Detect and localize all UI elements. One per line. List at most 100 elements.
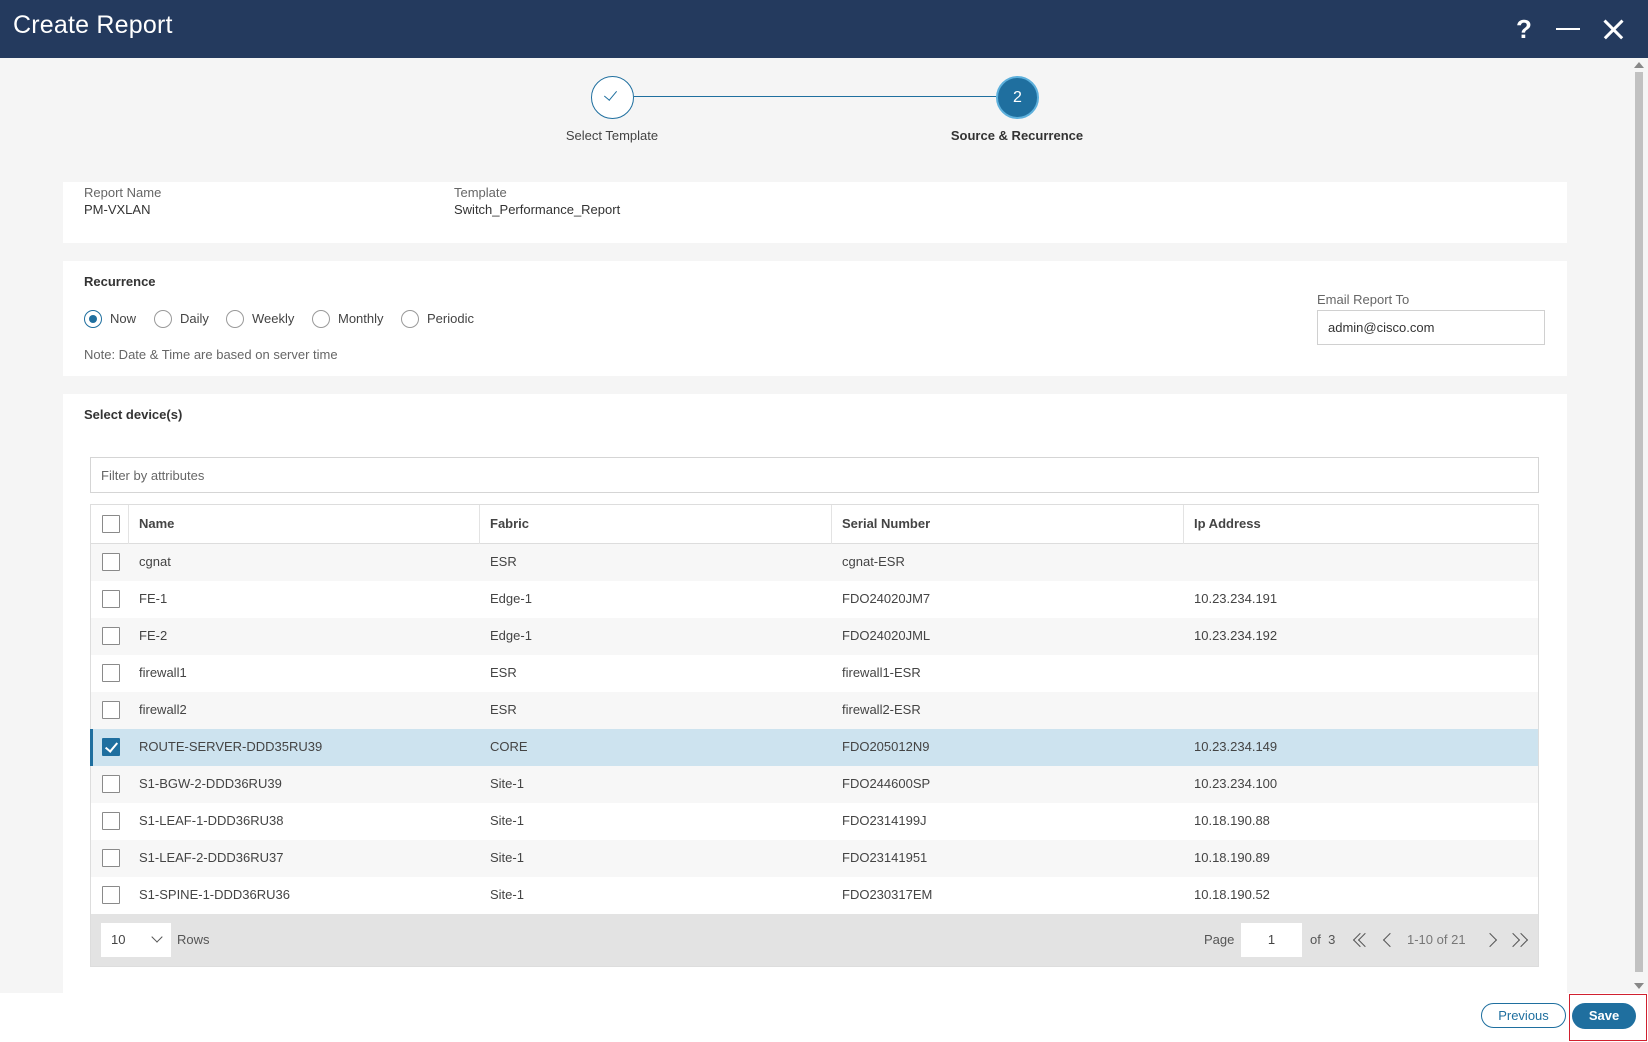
cell-fabric: Edge-1 xyxy=(490,628,532,643)
table-row[interactable]: firewall2 ESR firewall2-ESR xyxy=(91,692,1538,729)
row-checkbox[interactable] xyxy=(102,849,120,867)
row-checkbox[interactable] xyxy=(102,886,120,904)
table-row[interactable]: S1-SPINE-1-DDD36RU36 Site-1 FDO230317EM 10.… xyxy=(91,877,1538,914)
minimize-icon[interactable] xyxy=(1553,14,1583,44)
cell-serial: firewall1-ESR xyxy=(842,665,921,680)
column-header-name[interactable]: Name xyxy=(129,505,480,544)
radio-circle[interactable] xyxy=(154,310,172,328)
cell-ip: 10.18.190.52 xyxy=(1194,887,1270,902)
cell-name: ROUTE-SERVER-DDD35RU39 xyxy=(139,739,323,754)
table-row[interactable]: ROUTE-SERVER-DDD35RU39 CORE FDO205012N9 10.… xyxy=(90,729,1538,766)
table-row[interactable]: firewall1 ESR firewall1-ESR xyxy=(91,655,1538,692)
radio-circle[interactable] xyxy=(226,310,244,328)
title-bar: Create Report ? xyxy=(0,0,1648,58)
pagination-bar: 10 Rows Page 1 of 3 1-10 of 21 xyxy=(91,914,1538,966)
cell-fabric: Site-1 xyxy=(490,813,524,828)
column-header-fabric[interactable]: Fabric xyxy=(480,505,832,544)
dialog-footer: Previous Save xyxy=(0,993,1648,1042)
column-header-serial[interactable]: Serial Number xyxy=(832,505,1184,544)
report-info-panel: Report Name PM-VXLAN Template Switch_Per… xyxy=(63,182,1567,243)
row-checkbox[interactable] xyxy=(102,775,120,793)
email-field[interactable] xyxy=(1317,310,1545,345)
row-checkbox[interactable] xyxy=(102,590,120,608)
of-label: of xyxy=(1310,932,1321,947)
page-label: Page xyxy=(1204,932,1235,947)
table-header: Name Fabric Serial Number Ip Address xyxy=(91,505,1538,544)
table-row[interactable]: cgnat ESR cgnat-ESR xyxy=(91,544,1538,581)
radio-circle[interactable] xyxy=(401,310,419,328)
row-checkbox[interactable] xyxy=(102,627,120,645)
cell-ip: 10.23.234.100 xyxy=(1194,776,1278,791)
chevron-down-icon xyxy=(151,931,163,943)
dialog-title: Create Report xyxy=(13,11,173,39)
cell-name: S1-BGW-2-DDD36RU39 xyxy=(139,776,282,791)
cell-name: FE-2 xyxy=(139,628,168,643)
cell-name: S1-LEAF-1-DDD36RU38 xyxy=(139,813,284,828)
row-select-cell xyxy=(91,729,129,766)
radio-circle[interactable] xyxy=(312,310,330,328)
devices-panel: Select device(s) Name Fabric Serial Numb… xyxy=(63,394,1567,993)
cell-serial: FDO2314199J xyxy=(842,813,927,828)
cell-serial: firewall2-ESR xyxy=(842,702,921,717)
table-row[interactable]: S1-BGW-2-DDD36RU39 Site-1 FDO244600SP 10.23… xyxy=(91,766,1538,803)
recurrence-title: Recurrence xyxy=(84,274,156,289)
cell-ip: 10.23.234.149 xyxy=(1194,739,1278,754)
next-page-button[interactable] xyxy=(1482,930,1503,950)
step-1-indicator[interactable] xyxy=(591,76,634,119)
radio-circle[interactable] xyxy=(84,310,102,328)
stepper-connector xyxy=(634,96,996,97)
row-checkbox[interactable] xyxy=(102,664,120,682)
cell-ip: 10.23.234.192 xyxy=(1194,628,1278,643)
table-row[interactable]: S1-LEAF-2-DDD36RU37 Site-1 FDO23141951 10.1… xyxy=(91,840,1538,877)
row-select-cell xyxy=(91,692,129,729)
first-page-button[interactable] xyxy=(1349,930,1373,950)
last-page-button[interactable] xyxy=(1505,930,1531,950)
close-icon[interactable] xyxy=(1598,14,1628,44)
scroll-down-arrow-icon[interactable] xyxy=(1634,983,1644,989)
radio-label: Monthly xyxy=(338,311,384,326)
table-row[interactable]: FE-2 Edge-1 FDO24020JML 10.23.234.192 xyxy=(91,618,1538,655)
cell-ip xyxy=(1184,692,1539,729)
select-all-checkbox[interactable] xyxy=(102,515,120,533)
devices-table: Name Fabric Serial Number Ip Address cgn… xyxy=(90,504,1539,967)
server-time-note: Note: Date & Time are based on server ti… xyxy=(84,347,338,362)
save-button[interactable]: Save xyxy=(1572,1003,1636,1029)
radio-label: Now xyxy=(110,311,137,326)
cell-serial: FDO244600SP xyxy=(842,776,931,791)
row-select-cell xyxy=(91,544,129,581)
rows-per-page-value: 10 xyxy=(111,932,126,947)
cell-serial: FDO24020JM7 xyxy=(842,591,931,606)
rows-label: Rows xyxy=(177,932,210,947)
page-number-input[interactable]: 1 xyxy=(1241,923,1302,957)
scrollbar-thumb[interactable] xyxy=(1635,72,1643,972)
table-row[interactable]: S1-LEAF-1-DDD36RU38 Site-1 FDO2314199J 10.1… xyxy=(91,803,1538,840)
chevron-right-icon xyxy=(1482,932,1498,948)
row-select-cell xyxy=(91,766,129,803)
select-all-cell xyxy=(91,505,129,544)
previous-page-button[interactable] xyxy=(1379,930,1399,950)
cell-ip xyxy=(1184,544,1539,581)
filter-input[interactable] xyxy=(90,457,1539,493)
cell-fabric: Edge-1 xyxy=(490,591,532,606)
rows-per-page-select[interactable]: 10 xyxy=(101,923,171,957)
row-checkbox[interactable] xyxy=(102,812,120,830)
row-select-cell xyxy=(91,655,129,692)
cell-name: cgnat xyxy=(139,554,171,569)
cell-fabric: ESR xyxy=(490,554,517,569)
table-row[interactable]: FE-1 Edge-1 FDO24020JM7 10.23.234.191 xyxy=(91,581,1538,618)
row-select-cell xyxy=(91,877,129,914)
cell-name: S1-SPINE-1-DDD36RU36 xyxy=(139,887,290,902)
previous-button[interactable]: Previous xyxy=(1481,1003,1566,1028)
checkmark-icon xyxy=(603,87,618,101)
help-icon[interactable]: ? xyxy=(1516,14,1532,44)
cell-name: firewall1 xyxy=(139,665,187,680)
scroll-up-arrow-icon[interactable] xyxy=(1634,62,1644,68)
cell-serial: FDO205012N9 xyxy=(842,739,930,754)
radio-label: Weekly xyxy=(252,311,295,326)
row-select-cell xyxy=(91,803,129,840)
vertical-scrollbar[interactable] xyxy=(1630,58,1648,993)
row-checkbox[interactable] xyxy=(102,701,120,719)
column-header-ip[interactable]: Ip Address xyxy=(1194,516,1261,531)
row-checkbox[interactable] xyxy=(102,738,120,756)
row-checkbox[interactable] xyxy=(102,553,120,571)
